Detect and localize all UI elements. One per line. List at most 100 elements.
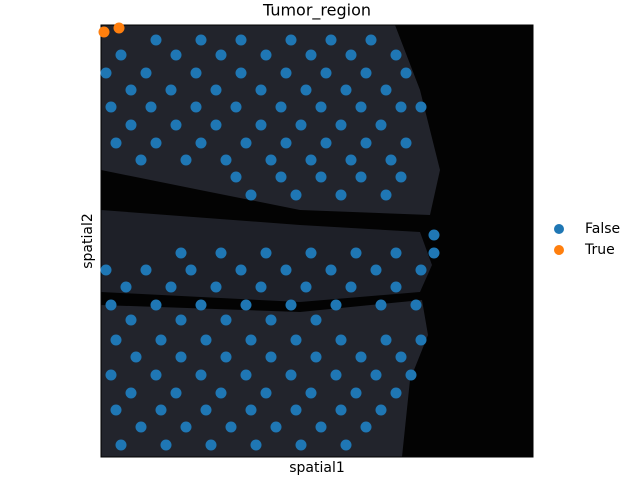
point	[330, 299, 342, 311]
point	[200, 334, 212, 346]
point	[335, 119, 347, 131]
point	[365, 34, 377, 46]
point	[375, 119, 387, 131]
point	[235, 264, 247, 276]
point	[305, 247, 317, 259]
point	[215, 247, 227, 259]
point	[335, 334, 347, 346]
point	[370, 369, 382, 381]
point	[235, 34, 247, 46]
point	[110, 334, 122, 346]
legend-label: True	[584, 242, 615, 258]
point	[230, 101, 242, 113]
point	[290, 334, 302, 346]
point	[140, 264, 152, 276]
point	[315, 421, 327, 433]
point	[120, 281, 132, 293]
tissue-image	[101, 25, 533, 457]
point	[175, 247, 187, 259]
point	[105, 101, 117, 113]
point	[305, 154, 317, 166]
point	[200, 404, 212, 416]
point	[190, 101, 202, 113]
point	[255, 119, 267, 131]
point	[375, 299, 387, 311]
point	[245, 404, 257, 416]
point	[115, 439, 127, 451]
point	[175, 314, 187, 326]
point	[385, 154, 397, 166]
point	[360, 67, 372, 79]
point	[270, 421, 282, 433]
point	[340, 84, 352, 96]
point	[210, 84, 222, 96]
point	[115, 49, 127, 61]
point	[415, 101, 427, 113]
point	[395, 351, 407, 363]
point	[350, 387, 362, 399]
point	[180, 154, 192, 166]
point	[215, 49, 227, 61]
point	[380, 84, 392, 96]
point	[428, 247, 440, 259]
point	[240, 369, 252, 381]
point	[390, 49, 402, 61]
point	[285, 299, 297, 311]
point	[290, 189, 302, 201]
point	[220, 351, 232, 363]
point	[310, 351, 322, 363]
point	[240, 137, 252, 149]
point	[370, 264, 382, 276]
point	[315, 101, 327, 113]
point	[355, 101, 367, 113]
point	[160, 439, 172, 451]
point	[125, 387, 137, 399]
point	[405, 369, 417, 381]
point	[205, 439, 217, 451]
legend-marker	[554, 245, 564, 255]
point	[165, 281, 177, 293]
point	[210, 281, 222, 293]
point	[135, 421, 147, 433]
point	[305, 387, 317, 399]
point	[190, 67, 202, 79]
point	[315, 171, 327, 183]
point	[145, 101, 157, 113]
x-axis-label: spatial1	[289, 460, 345, 476]
point	[320, 67, 332, 79]
point	[175, 351, 187, 363]
point	[380, 189, 392, 201]
point	[98, 26, 110, 38]
point	[325, 34, 337, 46]
point	[125, 119, 137, 131]
point	[260, 387, 272, 399]
point	[410, 299, 422, 311]
point	[135, 154, 147, 166]
point	[100, 264, 112, 276]
point	[195, 369, 207, 381]
point	[360, 421, 372, 433]
point	[400, 137, 412, 149]
point	[355, 351, 367, 363]
point	[125, 314, 137, 326]
point	[265, 154, 277, 166]
point	[390, 247, 402, 259]
point	[390, 281, 402, 293]
point	[170, 119, 182, 131]
point	[210, 119, 222, 131]
point	[320, 137, 332, 149]
point	[330, 369, 342, 381]
point	[375, 404, 387, 416]
point	[305, 49, 317, 61]
legend-label: False	[585, 221, 620, 237]
point	[395, 171, 407, 183]
point	[215, 387, 227, 399]
point	[225, 421, 237, 433]
point	[285, 34, 297, 46]
point	[230, 171, 242, 183]
point	[285, 369, 297, 381]
point	[150, 34, 162, 46]
point	[105, 299, 117, 311]
point	[110, 137, 122, 149]
